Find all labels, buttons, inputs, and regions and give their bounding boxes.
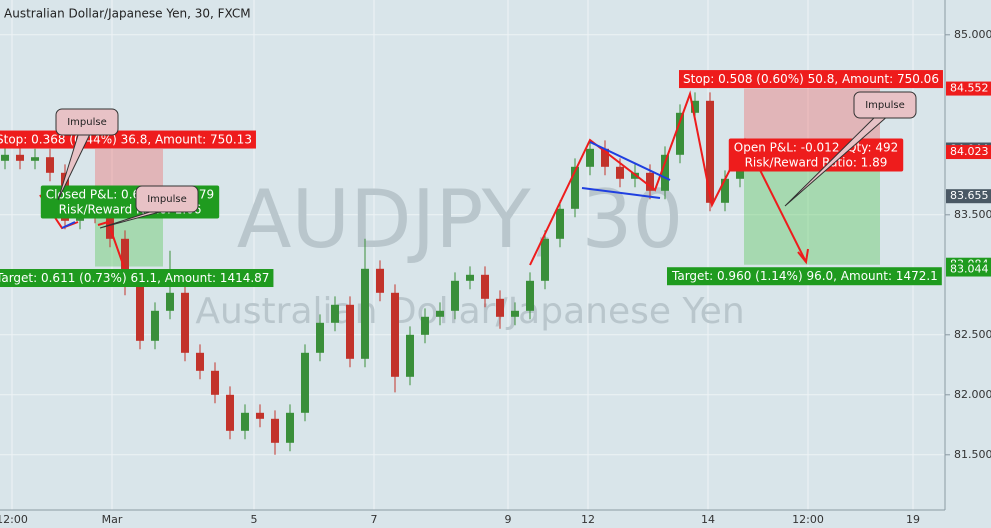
candle-body xyxy=(646,172,654,191)
candle-body xyxy=(286,412,294,443)
y-tick-label: 81.500 xyxy=(954,448,991,461)
y-tick-label: 82.000 xyxy=(954,388,991,401)
stop-label: Stop: 0.508 (0.60%) 50.8, Amount: 750.06 xyxy=(683,72,939,86)
candle-body xyxy=(181,292,189,353)
price-axis: 85.000 83.500 82.500 82.000 81.500 84.552 84.0… xyxy=(945,28,991,461)
x-tick-label: 12 xyxy=(581,513,595,526)
target-label-box xyxy=(667,267,942,286)
watermark-name: Australian Dollar/Japanese Yen xyxy=(195,291,744,332)
candle-body xyxy=(556,208,564,239)
candle-body xyxy=(541,238,549,281)
candles xyxy=(1,92,744,455)
candle-body xyxy=(271,418,279,443)
candle-body xyxy=(211,370,219,395)
callout-text: Impulse xyxy=(67,117,107,128)
status-box xyxy=(728,138,904,172)
x-tick-label: 19 xyxy=(906,513,920,526)
candle-body xyxy=(241,412,249,431)
callout-text: Impulse xyxy=(865,100,905,111)
candle-body xyxy=(511,310,519,317)
wedge-line xyxy=(589,141,671,181)
candle-body xyxy=(361,268,369,359)
candle-body xyxy=(46,157,54,173)
candle-body xyxy=(721,178,729,203)
candle-body xyxy=(691,100,699,113)
price-label-box xyxy=(946,262,991,277)
price-label: 84.023 xyxy=(950,145,989,158)
candle-body xyxy=(316,322,324,353)
candle-body xyxy=(466,274,474,281)
candle-body xyxy=(301,352,309,413)
x-tick-label: 12:00 xyxy=(0,513,28,526)
candle-body xyxy=(676,112,684,155)
wedge-line xyxy=(581,187,661,199)
y-tick-label: 83.500 xyxy=(954,208,991,221)
price-label-box xyxy=(946,145,991,160)
candle-body xyxy=(136,286,144,341)
candle-body xyxy=(661,154,669,191)
target-label: Target: 0.611 (0.73%) 61.1, Amount: 1414… xyxy=(0,271,269,285)
candle-body xyxy=(331,304,339,323)
stop-label-box xyxy=(679,70,943,89)
candle-body xyxy=(526,280,534,311)
candle-body xyxy=(601,148,609,167)
callout-box xyxy=(55,108,119,136)
candle-body xyxy=(571,166,579,209)
x-tick-label: 9 xyxy=(505,513,512,526)
candle-body xyxy=(706,100,714,203)
candle-body xyxy=(436,310,444,317)
candle-body xyxy=(16,154,24,161)
price-label-box xyxy=(946,189,991,204)
candle-body xyxy=(346,304,354,359)
candle-body xyxy=(736,166,744,179)
candle-body xyxy=(166,292,174,311)
callout-box xyxy=(853,91,917,119)
wedge-line xyxy=(61,221,76,229)
callout-pointer xyxy=(784,114,890,207)
x-tick-label: Mar xyxy=(102,513,123,526)
stop-label: Stop: 0.368 (0.44%) 36.8, Amount: 750.13 xyxy=(0,133,252,147)
candle-body xyxy=(391,292,399,377)
candle-body xyxy=(1,154,9,161)
candle-body xyxy=(496,298,504,317)
candle-body xyxy=(196,352,204,371)
arrow-head xyxy=(797,248,809,265)
impulse-arrow xyxy=(97,220,126,271)
status-label: Risk/Reward Ratio: 1.89 xyxy=(745,156,888,170)
price-label-box xyxy=(946,81,991,96)
callouts: Impulse Impulse Impulse xyxy=(55,91,917,229)
candle-body xyxy=(421,316,429,335)
x-tick-label: 12:00 xyxy=(792,513,824,526)
candle-body xyxy=(256,412,264,419)
x-tick-label: 14 xyxy=(701,513,715,526)
callout-pointer xyxy=(57,131,92,201)
price-label: 84.552 xyxy=(950,82,989,95)
price-label: 83.655 xyxy=(950,189,989,202)
y-tick-label: 85.000 xyxy=(954,28,991,41)
target-label: Target: 0.960 (1.14%) 96.0, Amount: 1472… xyxy=(671,269,938,283)
candle-body xyxy=(586,148,594,167)
candle-body xyxy=(376,268,384,293)
candle-body xyxy=(121,238,129,287)
candle-body xyxy=(31,157,39,161)
target-label-box xyxy=(0,269,274,288)
candle-body xyxy=(226,394,234,431)
watermark: AUDJPY, 30 Australian Dollar/Japanese Ye… xyxy=(195,173,744,332)
watermark-symbol: AUDJPY, 30 xyxy=(237,173,683,266)
price-label: 83.044 xyxy=(950,263,989,276)
candle-body xyxy=(481,274,489,299)
callout-text: Impulse xyxy=(147,194,187,205)
candle-body xyxy=(151,310,159,341)
callout-box xyxy=(135,185,199,213)
y-tick-label: 82.500 xyxy=(954,328,991,341)
candle-body xyxy=(616,166,624,179)
candle-body xyxy=(406,334,414,377)
chart-title: Australian Dollar/Japanese Yen, 30, FXCM xyxy=(4,7,251,21)
status-label: Open P&L: -0.012, Qty: 492 xyxy=(734,141,898,155)
x-tick-label: 5 xyxy=(251,513,258,526)
callout-pointer xyxy=(99,208,172,229)
x-tick-label: 7 xyxy=(371,513,378,526)
candle-body xyxy=(451,280,459,311)
